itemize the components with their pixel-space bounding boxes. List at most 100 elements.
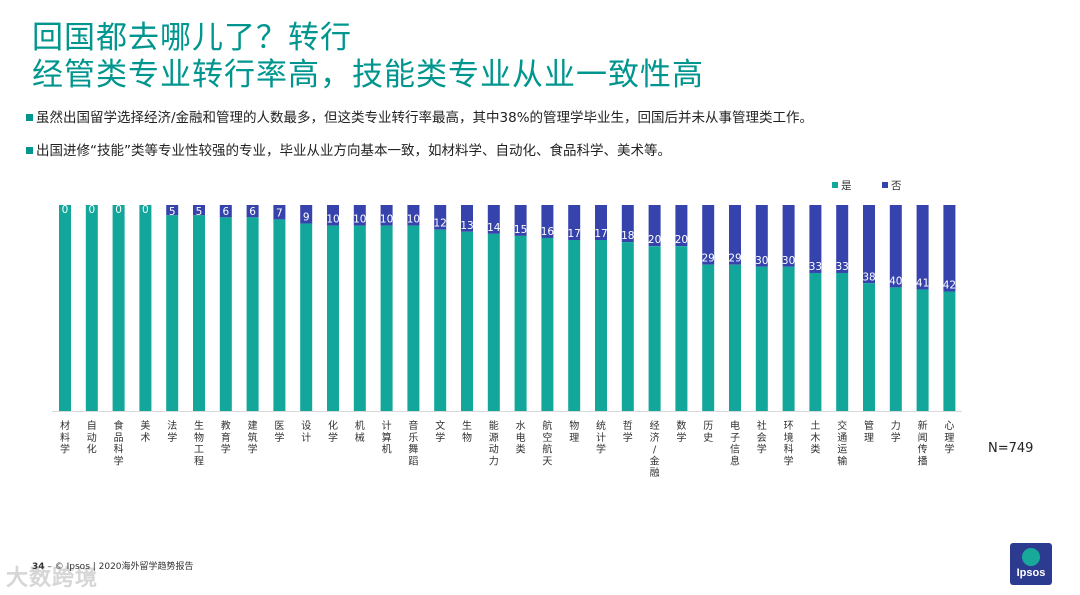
- bar-yes-9: [300, 223, 313, 411]
- category-label-2-3: 学: [114, 454, 124, 467]
- category-label-2-1: 品: [114, 432, 124, 444]
- data-label-10: 10: [326, 214, 339, 226]
- bar-no-16: [487, 205, 500, 234]
- category-label-11-0: 机: [355, 419, 365, 432]
- category-label-27-3: 学: [784, 454, 794, 467]
- bar-yes-16: [487, 233, 500, 411]
- data-label-2: 0: [115, 204, 122, 216]
- category-label-25-0: 电: [730, 419, 740, 432]
- bar-yes-17: [514, 235, 527, 411]
- bar-yes-8: [273, 219, 286, 411]
- category-label-17-1: 电: [516, 431, 526, 444]
- category-label-4-0: 法: [167, 419, 177, 432]
- bar-no-32: [916, 205, 929, 290]
- data-label-8: 7: [276, 207, 283, 219]
- category-label-0-0: 材: [60, 419, 70, 432]
- category-label-7-1: 筑: [248, 431, 258, 444]
- bar-yes-28: [809, 272, 822, 411]
- data-label-20: 17: [594, 228, 607, 240]
- bar-no-15: [461, 205, 473, 232]
- category-label-7-0: 建: [248, 419, 258, 432]
- bar-no-33: [943, 205, 956, 292]
- bar-no-6: [219, 205, 232, 218]
- data-label-4: 5: [169, 206, 176, 218]
- bar-no-17: [514, 205, 527, 236]
- bar-yes-5: [193, 215, 205, 411]
- category-label-5-3: 程: [194, 455, 204, 467]
- category-label-28-2: 类: [810, 443, 820, 456]
- title-line-2: 经管类专业转行率高，技能类专业从业一致性高: [32, 57, 704, 93]
- data-label-31: 40: [889, 275, 902, 287]
- data-label-7: 6: [249, 206, 256, 218]
- data-label-26: 30: [755, 255, 768, 267]
- category-label-8-1: 学: [274, 431, 284, 444]
- data-label-30: 38: [862, 271, 875, 283]
- watermark: 大数跨境: [6, 566, 99, 591]
- bar-yes-3: [139, 205, 152, 411]
- data-label-6: 6: [222, 206, 229, 218]
- category-label-13-1: 乐: [408, 432, 418, 444]
- category-label-2-2: 科: [114, 443, 124, 456]
- category-label-22-4: 融: [650, 467, 660, 479]
- bar-yes-18: [541, 237, 554, 411]
- category-label-6-2: 学: [221, 443, 231, 456]
- bar-no-23: [675, 205, 688, 247]
- data-label-21: 18: [621, 230, 634, 242]
- category-label-1-0: 自: [87, 419, 97, 432]
- category-label-23-1: 学: [676, 431, 686, 444]
- data-label-9: 9: [303, 212, 310, 224]
- bar-no-8: [273, 205, 286, 220]
- category-label-32-2: 传: [918, 444, 928, 456]
- bar-yes-29: [836, 272, 849, 411]
- category-label-4-1: 学: [167, 431, 177, 444]
- category-label-32-0: 新: [918, 419, 928, 432]
- data-label-1: 0: [88, 204, 95, 216]
- data-label-25: 29: [728, 253, 741, 265]
- category-label-18-2: 航: [542, 443, 552, 456]
- page-number: 34: [32, 562, 45, 572]
- data-label-22: 20: [648, 234, 661, 246]
- legend-swatch-0: [832, 182, 838, 188]
- category-label-9-1: 计: [301, 431, 311, 444]
- data-label-5: 5: [196, 206, 203, 218]
- bar-yes-6: [219, 217, 232, 411]
- category-label-20-0: 统: [596, 419, 606, 432]
- data-label-16: 14: [487, 222, 501, 234]
- category-label-31-1: 学: [891, 431, 901, 444]
- category-label-18-1: 空: [542, 431, 552, 444]
- ipsos-logo: Ipsos: [1010, 543, 1052, 585]
- bar-yes-19: [568, 240, 581, 411]
- bar-no-24: [702, 205, 715, 265]
- data-label-28: 33: [809, 261, 822, 273]
- bar-no-11: [353, 205, 366, 226]
- footer-copyright: – © Ipsos | 2020海外留学趋势报告: [47, 562, 194, 572]
- data-label-19: 17: [568, 228, 581, 240]
- category-label-3-0: 美: [140, 419, 150, 432]
- bar-no-19: [568, 205, 581, 241]
- bullet-1-text: 虽然出国留学选择经济/金融和管理的人数最多，但这类专业转行率最高，其中38%的管…: [36, 110, 814, 126]
- category-label-13-2: 舞: [408, 444, 418, 456]
- category-label-3-1: 术: [140, 432, 150, 444]
- data-label-17: 15: [514, 224, 527, 236]
- bar-no-14: [434, 205, 447, 230]
- bullet-1: 虽然出国留学选择经济/金融和管理的人数最多，但这类专业转行率最高，其中38%的管…: [26, 106, 813, 126]
- category-label-22-1: 济: [650, 431, 660, 444]
- category-label-5-1: 物: [194, 431, 204, 444]
- bar-no-12: [380, 205, 393, 226]
- bar-no-22: [648, 205, 661, 247]
- category-label-22-2: /: [653, 445, 657, 456]
- category-label-18-3: 天: [542, 456, 552, 467]
- category-label-6-0: 教: [221, 419, 231, 432]
- category-label-22-0: 经: [650, 419, 660, 432]
- category-label-25-1: 子: [730, 432, 740, 444]
- category-label-27-0: 环: [784, 421, 794, 432]
- bar-yes-15: [461, 231, 473, 411]
- category-label-23-0: 数: [676, 419, 686, 432]
- data-label-23: 20: [675, 234, 688, 246]
- footer: 34 – © Ipsos | 2020海外留学趋势报告: [32, 559, 194, 572]
- bar-yes-32: [916, 289, 929, 411]
- bar-no-25: [729, 205, 741, 265]
- data-label-32: 41: [916, 277, 929, 289]
- bar-no-27: [782, 205, 795, 267]
